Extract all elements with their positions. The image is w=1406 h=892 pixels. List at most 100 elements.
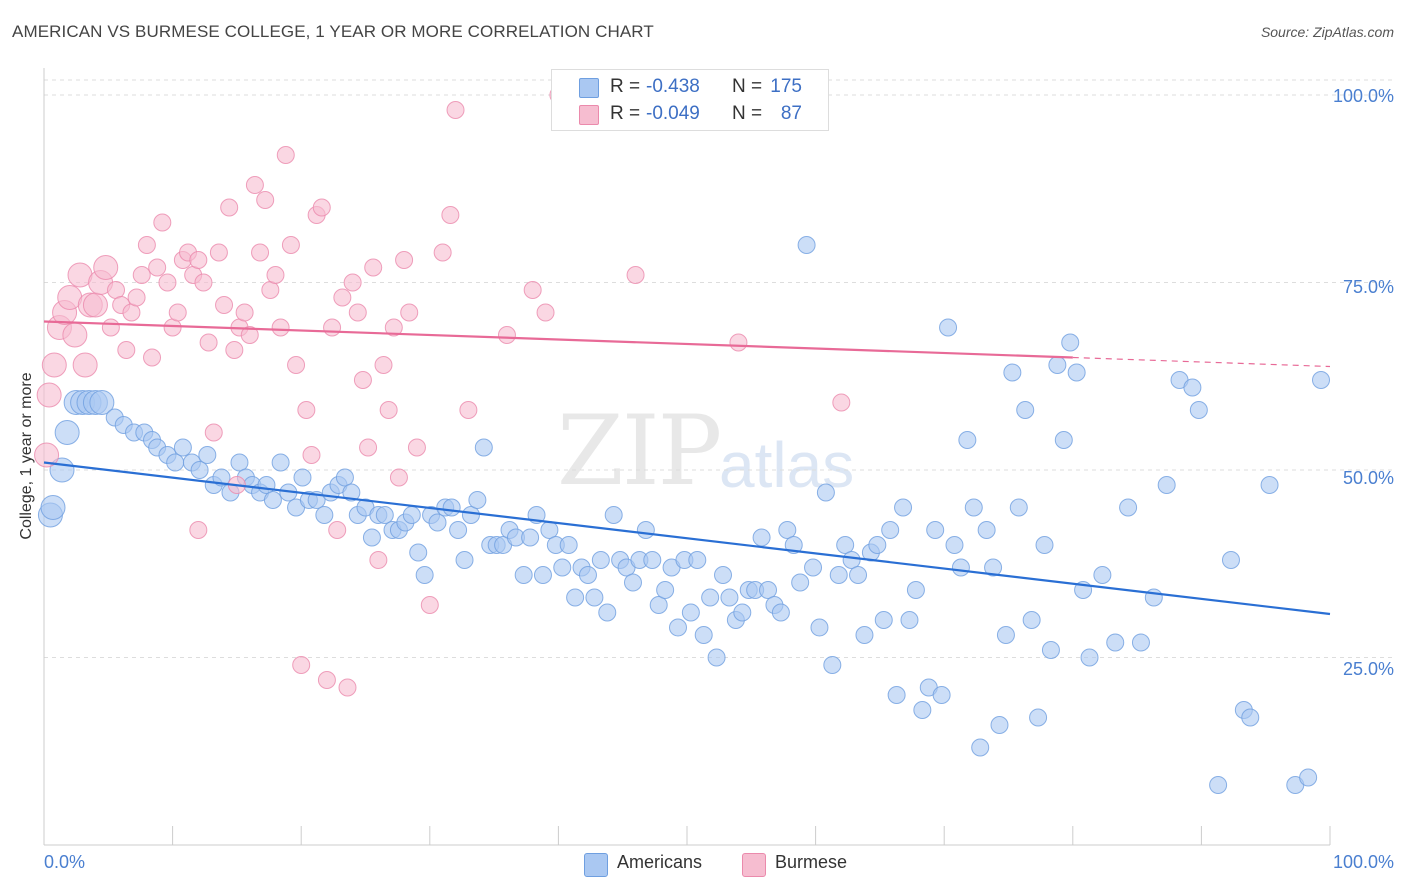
- american-point: [707, 648, 726, 667]
- american-point: [797, 236, 816, 254]
- american-point: [926, 521, 945, 539]
- y-tick-label-75: 75.0%: [1342, 277, 1394, 297]
- burmese-point: [287, 356, 306, 374]
- american-point: [455, 551, 474, 569]
- burmese-point: [729, 333, 748, 352]
- burmese-point: [333, 288, 352, 307]
- x-tick-label-max: 100.0%: [1332, 852, 1394, 872]
- american-point: [688, 551, 707, 569]
- burmese-point: [189, 251, 208, 269]
- american-point: [1054, 431, 1073, 449]
- american-point: [521, 528, 540, 547]
- burmese-point: [523, 281, 542, 299]
- american-point: [996, 626, 1015, 644]
- burmese-point: [407, 438, 426, 457]
- burmese-point: [343, 273, 362, 292]
- burmese-point: [364, 258, 383, 277]
- burmese-point: [261, 281, 280, 299]
- y-tick-label-100: 100.0%: [1332, 86, 1394, 106]
- american-point: [230, 453, 249, 472]
- american-point: [342, 483, 361, 502]
- american-point: [668, 618, 687, 637]
- american-point: [759, 581, 778, 599]
- burmese-legend-label: Burmese: [775, 852, 848, 872]
- american-point: [964, 498, 983, 517]
- american-point: [990, 716, 1009, 734]
- burmese-point: [353, 371, 372, 389]
- american-point: [887, 686, 906, 704]
- legend-swatch-burmese: [579, 105, 599, 125]
- american-point: [1311, 371, 1330, 389]
- american-point: [810, 618, 829, 637]
- burmese-point: [199, 333, 218, 352]
- burmese-point: [34, 442, 60, 468]
- burmese-point: [389, 468, 408, 487]
- american-point: [468, 491, 487, 509]
- american-point: [900, 611, 919, 629]
- american-point: [649, 596, 668, 614]
- american-point: [1260, 476, 1279, 494]
- american-point: [855, 626, 874, 644]
- burmese-point: [189, 521, 208, 539]
- burmese-point: [328, 521, 347, 539]
- american-point: [409, 543, 428, 562]
- americans-points: [37, 236, 1330, 794]
- american-point: [54, 420, 80, 445]
- american-point: [166, 453, 185, 472]
- american-point: [533, 566, 552, 584]
- american-point: [1080, 648, 1099, 667]
- american-point: [257, 476, 276, 494]
- american-point: [514, 566, 533, 584]
- american-point: [823, 656, 842, 674]
- burmese-point: [441, 206, 460, 224]
- y-tick-label-25: 25.0%: [1342, 659, 1394, 679]
- american-point: [1003, 363, 1022, 382]
- chart-title: AMERICAN VS BURMESE COLLEGE, 1 YEAR OR M…: [12, 22, 654, 41]
- burmese-point: [323, 318, 342, 337]
- american-point: [984, 558, 1003, 577]
- american-point: [461, 506, 480, 524]
- burmese-point: [379, 401, 398, 419]
- american-point: [778, 521, 797, 539]
- legend-n-label: N =: [732, 76, 763, 97]
- american-point: [656, 581, 675, 599]
- american-point: [263, 491, 282, 509]
- burmese-point: [433, 243, 452, 262]
- american-point: [1209, 776, 1228, 794]
- burmese-point: [101, 318, 120, 337]
- american-point: [271, 453, 290, 472]
- americans-legend-label: Americans: [617, 852, 703, 872]
- legend: R = -0.438 N = 175 R = -0.049 N = 87: [551, 69, 829, 131]
- burmese-point: [93, 255, 119, 280]
- legend-n-label: N =: [732, 103, 763, 124]
- american-point: [720, 588, 739, 607]
- burmese-point: [132, 266, 151, 284]
- american-point: [913, 701, 932, 719]
- american-point: [415, 566, 434, 584]
- burmese-point: [137, 236, 156, 254]
- american-point: [212, 468, 231, 487]
- american-point: [939, 318, 958, 337]
- american-point: [190, 461, 209, 479]
- burmese-point: [235, 303, 254, 322]
- americans-swatch: [584, 853, 608, 877]
- american-point: [1035, 536, 1054, 554]
- american-point: [1241, 708, 1260, 727]
- american-point: [428, 513, 447, 532]
- burmese-point: [143, 348, 162, 367]
- american-point: [733, 603, 752, 622]
- legend-n-value: 175: [770, 76, 802, 97]
- american-point: [540, 521, 559, 539]
- american-point: [752, 528, 771, 547]
- american-point: [442, 498, 461, 517]
- american-point: [1067, 363, 1086, 382]
- legend-r-label: R =: [610, 76, 641, 97]
- burmese-point: [168, 303, 187, 322]
- burmese-point: [276, 146, 295, 164]
- american-point: [598, 603, 617, 622]
- burmese-point: [317, 671, 336, 689]
- burmese-point: [384, 318, 403, 337]
- burmese-point: [497, 326, 516, 344]
- trend-line-extension-burmese: [1072, 356, 1331, 368]
- american-point: [945, 536, 964, 554]
